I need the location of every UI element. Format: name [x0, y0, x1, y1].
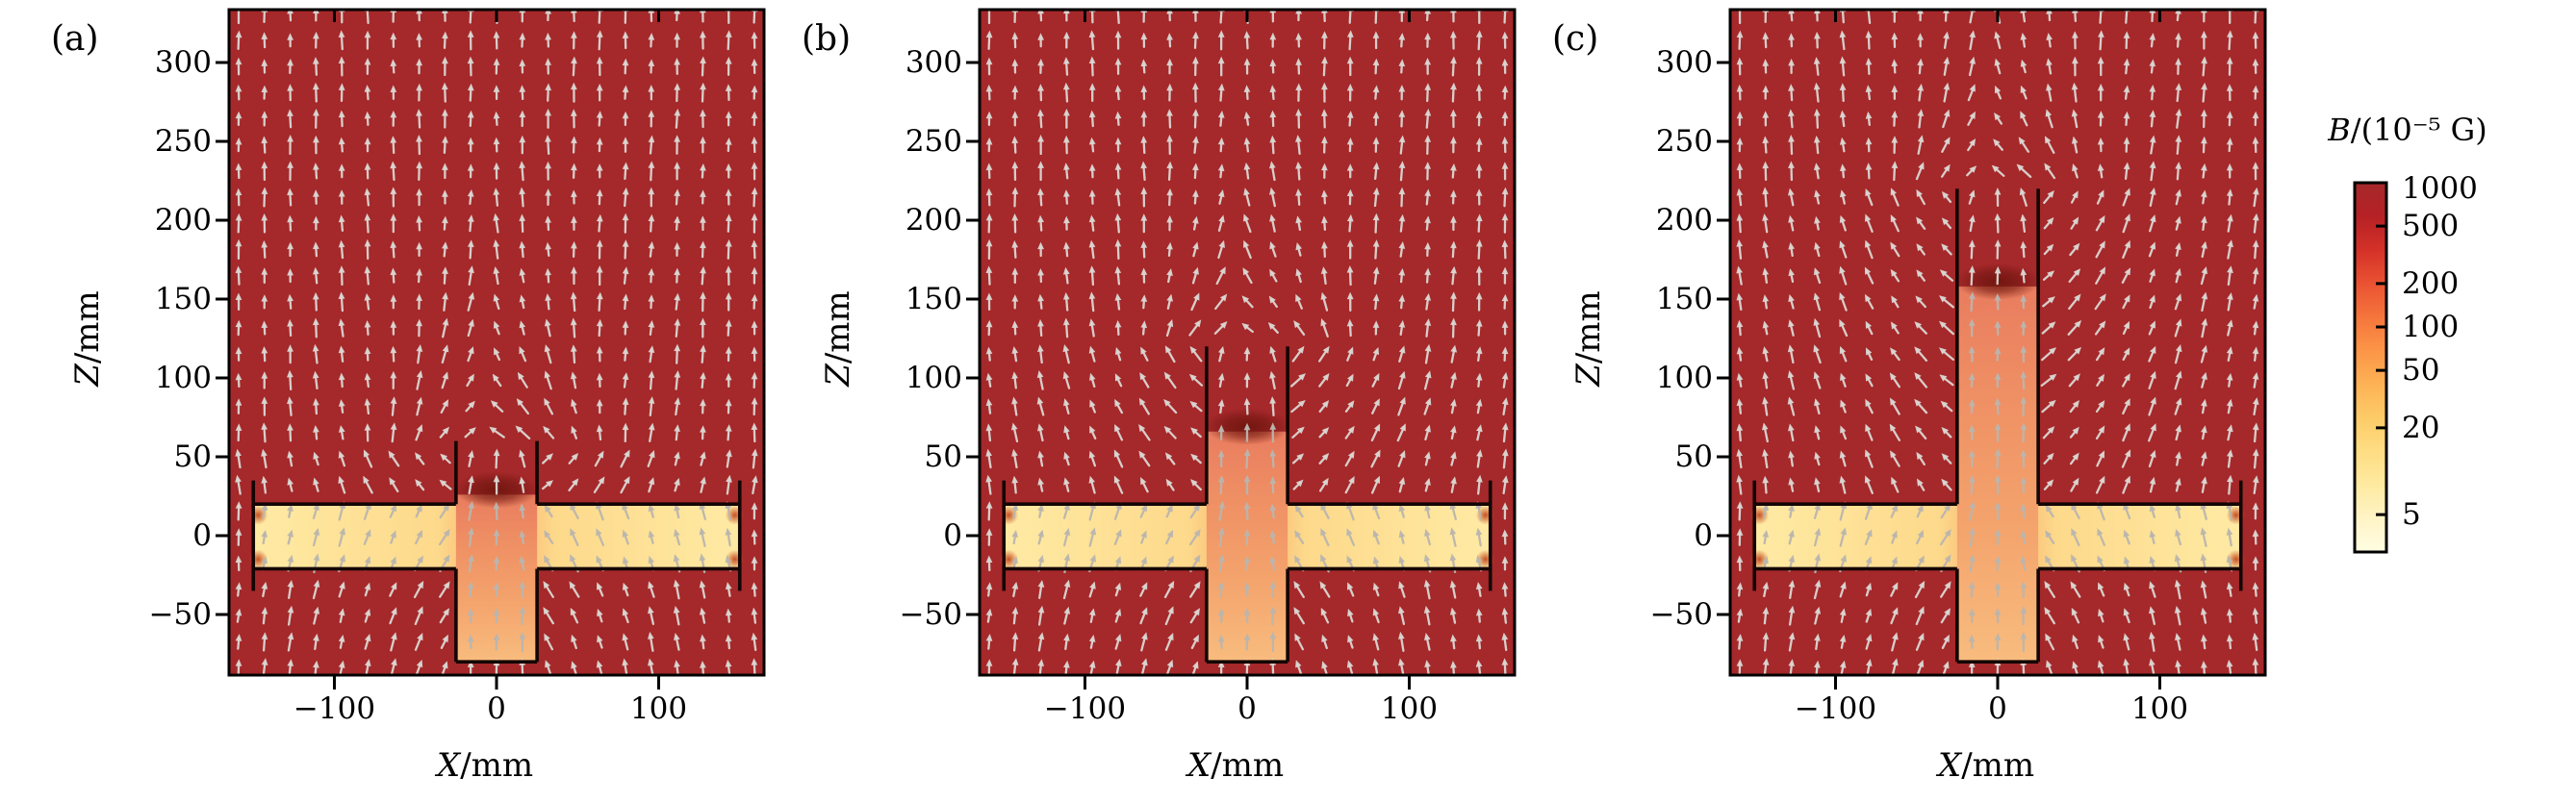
x-tick-label: −100 [1794, 691, 1877, 726]
colorbar-tick-label: 200 [2402, 265, 2460, 301]
z-tick-label: 100 [154, 361, 212, 395]
z-tick-label: −50 [1649, 597, 1713, 632]
colorbar-title-units: /(10⁻⁵ G) [2350, 112, 2487, 148]
z-tick-label: 150 [154, 282, 212, 316]
x-tick-label: −100 [293, 691, 376, 726]
z-tick-label: 50 [173, 439, 212, 474]
panel-letter: (c) [1552, 19, 1599, 59]
z-tick-label: 250 [154, 124, 212, 159]
colorbar-tick-label: 500 [2402, 209, 2460, 244]
z-tick-label: −50 [148, 597, 212, 632]
x-tick-label: 0 [1988, 691, 2007, 726]
shield-structure-outline [1752, 188, 2243, 664]
x-axis-title: X/mm [1938, 746, 2035, 785]
colorbar-ticks [2376, 224, 2386, 516]
colorbar-tick-label: 50 [2402, 353, 2440, 389]
x-tick-label: 100 [1380, 691, 1439, 726]
x-tick-label: 100 [629, 691, 688, 726]
panel-b-graphics [980, 10, 1515, 675]
z-tick-label: 250 [1655, 124, 1713, 159]
z-tick-label: 200 [905, 203, 962, 238]
axis-ticks [1717, 10, 2161, 690]
shield-structure-outline [1002, 346, 1492, 664]
z-tick-label: 100 [1655, 361, 1713, 395]
shield-structure-outline [251, 440, 742, 664]
z-tick-label: 200 [154, 203, 212, 238]
colorbar-title: B/(10⁻⁵ G) [2283, 112, 2533, 148]
z-axis-title: Z/mm [68, 290, 107, 387]
z-tick-label: 250 [905, 124, 962, 159]
colorbar-title-variable: B [2328, 112, 2351, 148]
colorbar-tick-label: 20 [2402, 410, 2440, 445]
z-tick-label: 300 [154, 45, 212, 80]
panel-c-graphics [1730, 10, 2265, 675]
axis-ticks [966, 10, 1411, 690]
colorbar [2353, 181, 2388, 554]
z-tick-label: −50 [899, 597, 962, 632]
colorbar-tick-label: 100 [2402, 310, 2460, 344]
colorbar-tick-label: 1000 [2402, 171, 2478, 206]
x-axis-title: X/mm [1187, 746, 1285, 785]
x-tick-label: −100 [1043, 691, 1127, 726]
z-tick-label: 100 [905, 361, 962, 395]
z-tick-label: 0 [192, 518, 212, 553]
z-axis-title: Z/mm [1569, 290, 1608, 387]
z-tick-label: 50 [1674, 439, 1713, 474]
z-tick-label: 50 [924, 439, 962, 474]
z-tick-label: 200 [1655, 203, 1713, 238]
panel-letter: (a) [51, 19, 99, 59]
z-tick-label: 300 [1655, 45, 1713, 80]
colorbar-tick-label: 5 [2402, 497, 2421, 533]
z-axis-title: Z/mm [819, 290, 857, 387]
z-tick-label: 150 [905, 282, 962, 316]
x-tick-label: 0 [1237, 691, 1257, 726]
panel-letter: (b) [802, 19, 852, 59]
x-tick-label: 100 [2130, 691, 2189, 726]
panel-a-graphics [229, 10, 764, 675]
z-tick-label: 300 [905, 45, 962, 80]
z-tick-label: 0 [1694, 518, 1713, 553]
z-tick-label: 0 [943, 518, 962, 553]
z-tick-label: 150 [1655, 282, 1713, 316]
x-tick-label: 0 [487, 691, 506, 726]
x-axis-title: X/mm [437, 746, 534, 785]
axis-ticks [216, 10, 660, 690]
